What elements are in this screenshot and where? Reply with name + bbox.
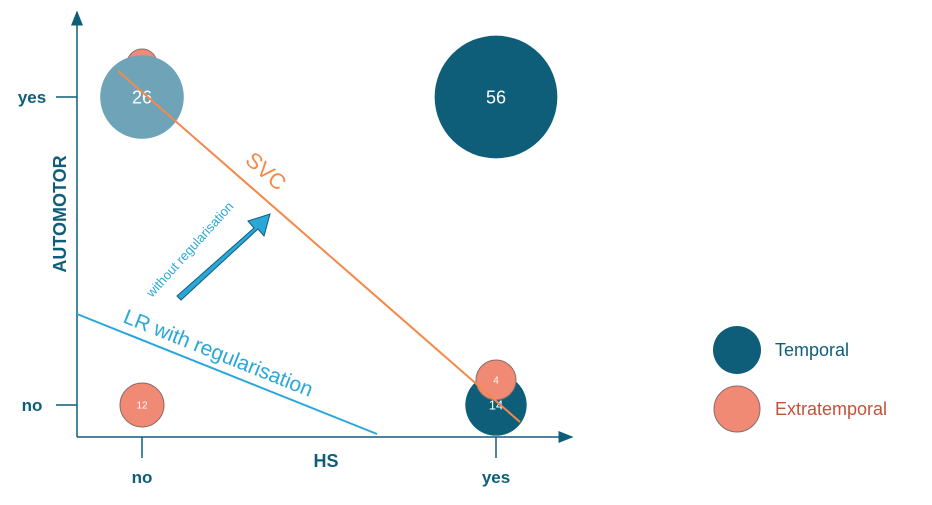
bubble-temporal-no-yes bbox=[100, 55, 184, 139]
bubble-label-temporal-yes-yes: 56 bbox=[486, 87, 506, 107]
y-tick-label-no: no bbox=[22, 396, 43, 415]
lr-boundary-line bbox=[76, 313, 378, 435]
x-axis-title: HS bbox=[313, 451, 338, 471]
svc-boundary-line bbox=[117, 70, 521, 423]
legend-label-extratemporal: Extratemporal bbox=[775, 399, 887, 419]
bubbles: 2265612144 bbox=[100, 35, 558, 436]
bubble-label-extratemporal-no-no: 12 bbox=[136, 401, 148, 412]
legend-swatch-temporal bbox=[713, 326, 761, 374]
svc-label: SVC bbox=[241, 147, 292, 196]
bubble-temporal-yes-yes bbox=[434, 35, 558, 159]
bubble-label-temporal-no-yes: 26 bbox=[132, 87, 152, 107]
regularisation-arrow bbox=[176, 213, 271, 301]
legend-swatch-extratemporal bbox=[713, 385, 761, 433]
x-tick-label-no: no bbox=[132, 468, 153, 487]
y-axis-title: AUTOMOTOR bbox=[50, 155, 70, 272]
bubble-label-extratemporal-yes-no: 4 bbox=[493, 376, 499, 387]
legend: Temporal Extratemporal bbox=[713, 326, 887, 433]
bubble-label-temporal-yes-no: 14 bbox=[489, 398, 503, 413]
x-tick-label-yes: yes bbox=[482, 468, 510, 487]
legend-label-temporal: Temporal bbox=[775, 340, 849, 360]
y-tick-label-yes: yes bbox=[18, 88, 46, 107]
bubble-extratemporal-no-no bbox=[119, 382, 165, 428]
